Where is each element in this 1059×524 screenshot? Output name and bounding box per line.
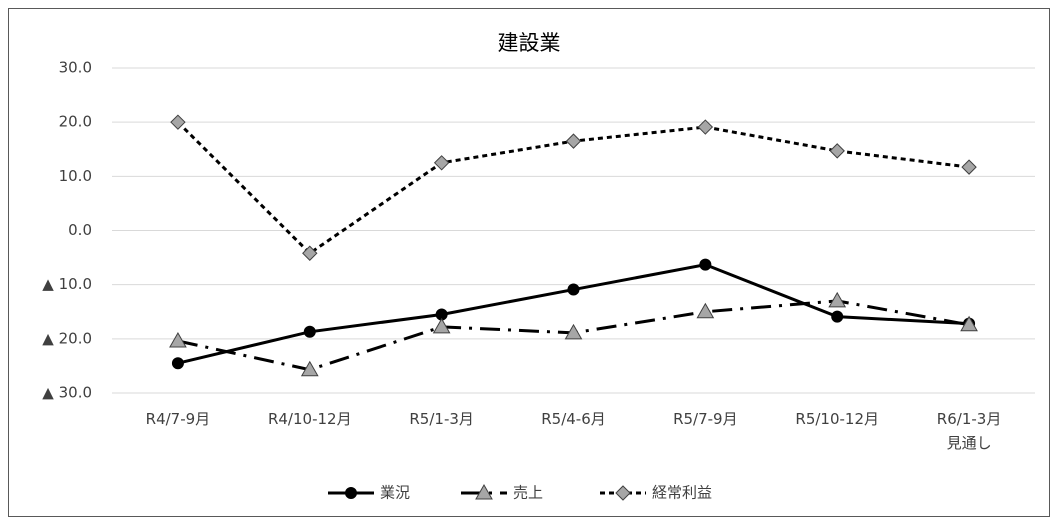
x-tick-label: R5/7-9月 bbox=[673, 410, 738, 428]
marker bbox=[300, 360, 319, 377]
marker bbox=[960, 315, 978, 332]
y-tick-label: 30.0 bbox=[59, 59, 92, 77]
marker bbox=[171, 357, 184, 370]
marker bbox=[170, 114, 186, 130]
marker bbox=[567, 283, 580, 296]
x-tick-label: R5/10-12月 bbox=[795, 410, 879, 428]
marker bbox=[303, 325, 316, 338]
x-tick-label: R4/7-9月 bbox=[146, 410, 211, 428]
legend-item: 業況 bbox=[328, 484, 410, 502]
y-tick-label: 10.0 bbox=[59, 167, 92, 185]
x-tick-label: R5/1-3月 bbox=[409, 410, 474, 428]
marker bbox=[169, 331, 187, 348]
y-tick-label: ▲ 30.0 bbox=[42, 384, 92, 402]
marker bbox=[831, 310, 844, 323]
legend-item: 経常利益 bbox=[600, 484, 712, 502]
y-tick-label: ▲ 20.0 bbox=[42, 329, 92, 347]
marker bbox=[828, 291, 847, 308]
y-tick-label: 0.0 bbox=[68, 221, 92, 239]
chart-border bbox=[8, 8, 1050, 517]
marker bbox=[696, 302, 715, 319]
marker bbox=[433, 155, 450, 171]
legend-item: 売上 bbox=[461, 484, 543, 502]
x-tick-label: R6/1-3月見通し bbox=[937, 410, 1002, 452]
marker bbox=[564, 323, 583, 340]
marker bbox=[302, 245, 318, 261]
legend-label: 売上 bbox=[513, 484, 543, 502]
chart-title: 建設業 bbox=[498, 31, 561, 55]
y-tick-label: ▲ 10.0 bbox=[42, 275, 92, 293]
legend-label: 業況 bbox=[380, 484, 410, 502]
marker bbox=[432, 317, 451, 334]
marker bbox=[565, 133, 582, 149]
x-tick-label: R4/10-12月 bbox=[268, 410, 352, 428]
marker bbox=[961, 159, 977, 175]
x-tick-label: R5/4-6月 bbox=[541, 410, 606, 428]
marker bbox=[345, 487, 357, 499]
marker bbox=[699, 258, 712, 271]
marker bbox=[615, 485, 631, 501]
marker bbox=[829, 143, 845, 159]
legend-label: 経常利益 bbox=[652, 484, 712, 502]
y-tick-label: 20.0 bbox=[59, 113, 92, 131]
marker bbox=[697, 119, 714, 135]
marker bbox=[475, 483, 493, 500]
